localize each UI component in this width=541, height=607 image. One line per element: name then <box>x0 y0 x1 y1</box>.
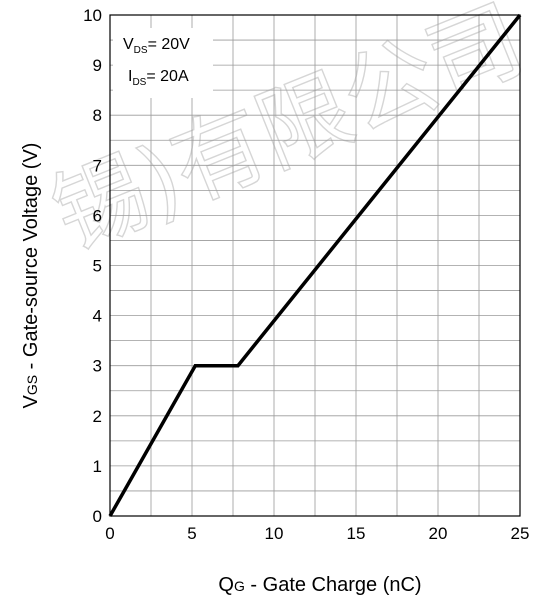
annotation-background <box>113 28 213 98</box>
grid <box>110 15 520 516</box>
y-tick-label: 3 <box>93 357 102 376</box>
x-tick-label: 5 <box>187 524 196 543</box>
y-tick-label: 9 <box>93 56 102 75</box>
y-tick-label: 2 <box>93 407 102 426</box>
x-tick-label: 15 <box>347 524 366 543</box>
plot-frame <box>109 14 521 517</box>
annotation-ids: IDS= 20A <box>128 68 189 88</box>
x-tick-label: 25 <box>511 524 530 543</box>
y-tick-label: 7 <box>93 156 102 175</box>
y-tick-label: 4 <box>93 307 102 326</box>
series-line <box>108 13 522 517</box>
annotation-box: VDS= 20V IDS= 20A <box>113 28 213 98</box>
x-tick-label: 20 <box>429 524 448 543</box>
y-tick-label: 5 <box>93 257 102 276</box>
y-tick-label: 6 <box>93 206 102 225</box>
x-tick-label: 10 <box>265 524 284 543</box>
y-tick-label: 1 <box>93 457 102 476</box>
y-axis-label: VGS - Gate-source Voltage (V) <box>20 143 42 409</box>
x-axis-label: QG - Gate Charge (nC) <box>218 574 421 596</box>
axis-ticks: 0 5 10 15 20 25 0 1 2 3 4 5 6 7 8 9 10 <box>83 6 529 543</box>
annotation-vds: VDS= 20V <box>123 36 190 56</box>
x-tick-label: 0 <box>105 524 114 543</box>
y-tick-label: 8 <box>93 106 102 125</box>
y-tick-label: 10 <box>83 6 102 25</box>
series <box>108 13 522 517</box>
y-tick-label: 0 <box>93 507 102 526</box>
